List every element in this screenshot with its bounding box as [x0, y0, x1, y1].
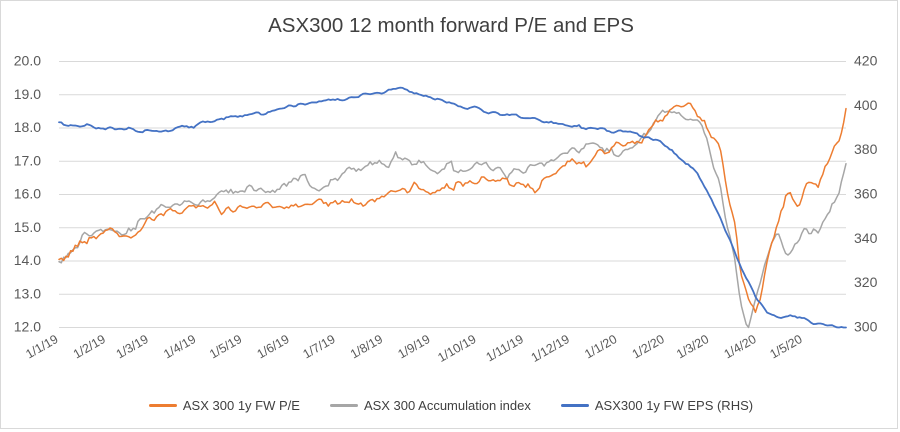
svg-text:1/5/20: 1/5/20	[768, 332, 805, 362]
svg-text:17.0: 17.0	[14, 152, 41, 168]
svg-text:1/3/20: 1/3/20	[674, 332, 711, 362]
svg-text:1/4/19: 1/4/19	[161, 332, 198, 362]
svg-text:19.0: 19.0	[14, 86, 41, 102]
svg-text:1/1/19: 1/1/19	[23, 332, 60, 362]
svg-text:1/8/19: 1/8/19	[348, 332, 385, 362]
svg-text:360: 360	[854, 186, 878, 202]
svg-text:1/5/19: 1/5/19	[207, 332, 244, 362]
svg-text:1/2/20: 1/2/20	[630, 332, 667, 362]
svg-text:1/11/19: 1/11/19	[484, 332, 526, 365]
svg-text:1/10/19: 1/10/19	[435, 332, 478, 365]
svg-text:420: 420	[854, 53, 878, 69]
svg-text:16.0: 16.0	[14, 186, 41, 202]
svg-text:1/12/19: 1/12/19	[529, 332, 572, 365]
svg-text:1/4/20: 1/4/20	[722, 332, 759, 362]
svg-text:12.0: 12.0	[14, 319, 41, 335]
svg-text:300: 300	[854, 319, 878, 335]
svg-text:1/3/19: 1/3/19	[114, 332, 151, 362]
svg-text:320: 320	[854, 274, 878, 290]
svg-text:18.0: 18.0	[14, 119, 41, 135]
svg-text:1/9/19: 1/9/19	[395, 332, 432, 362]
svg-text:400: 400	[854, 97, 878, 113]
svg-text:1/1/20: 1/1/20	[582, 332, 619, 362]
svg-text:1/6/19: 1/6/19	[255, 332, 292, 362]
svg-text:1/7/19: 1/7/19	[301, 332, 338, 362]
svg-text:1/2/19: 1/2/19	[71, 332, 108, 362]
svg-text:20.0: 20.0	[14, 53, 41, 69]
svg-text:14.0: 14.0	[14, 252, 41, 268]
svg-text:15.0: 15.0	[14, 219, 41, 235]
svg-text:340: 340	[854, 230, 878, 246]
svg-text:13.0: 13.0	[14, 285, 41, 301]
svg-text:380: 380	[854, 141, 878, 157]
